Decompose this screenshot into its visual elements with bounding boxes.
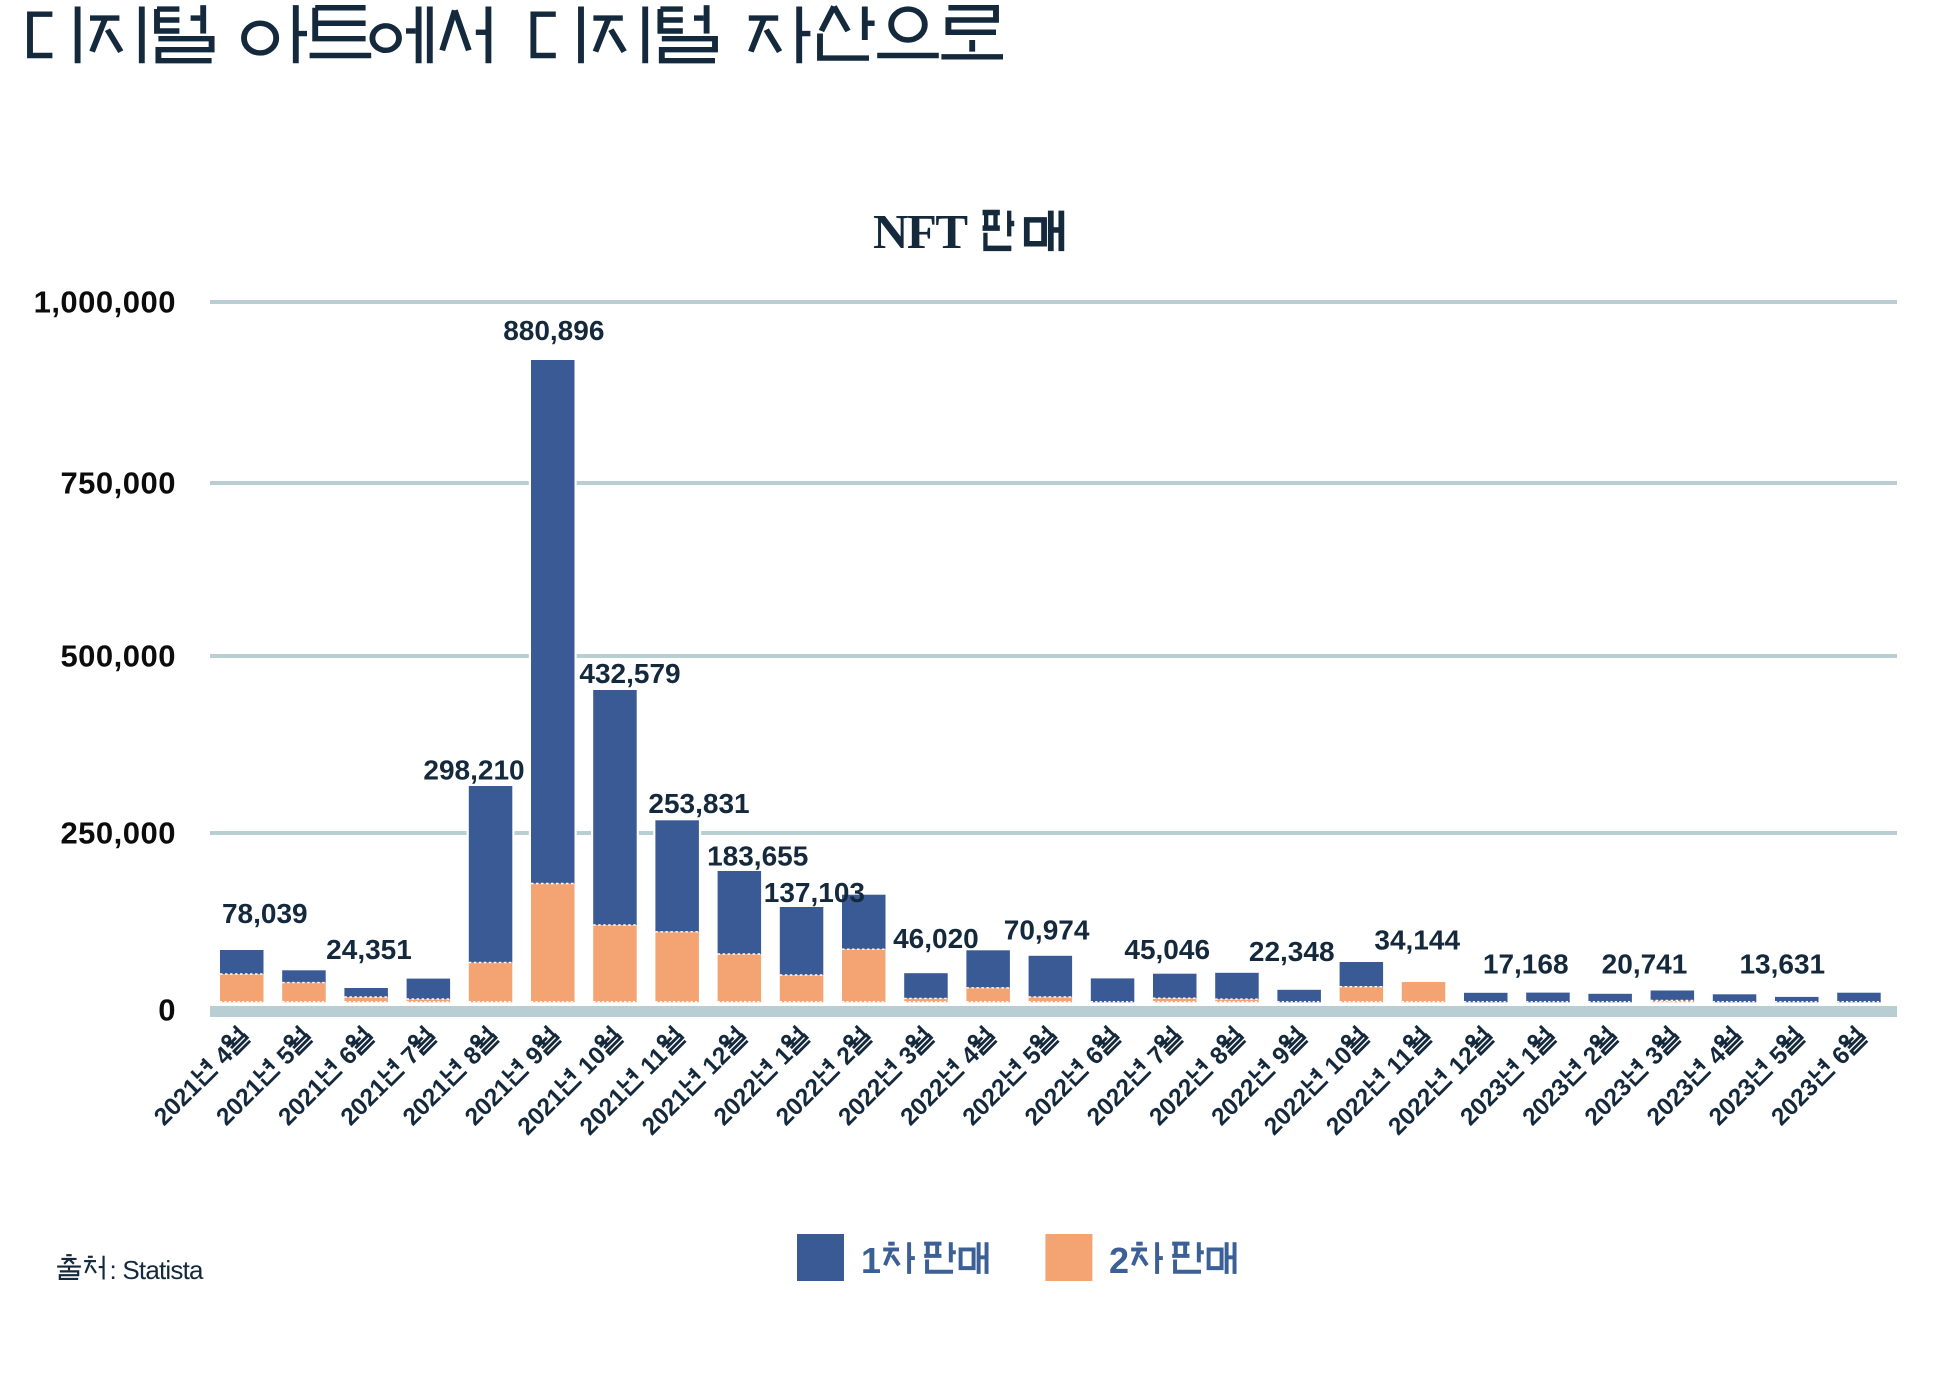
svg-text:0: 0 <box>158 993 176 1028</box>
svg-text:NFT: NFT <box>873 204 967 259</box>
svg-text:17,168: 17,168 <box>1483 949 1569 980</box>
svg-text:1,000,000: 1,000,000 <box>34 285 176 320</box>
svg-text:880,896: 880,896 <box>503 315 604 346</box>
svg-text:: Statista: : Statista <box>110 1255 204 1285</box>
svg-text:70,974: 70,974 <box>1004 915 1090 946</box>
svg-text:1: 1 <box>861 1240 881 1281</box>
svg-text:2: 2 <box>1109 1240 1129 1281</box>
svg-text:750,000: 750,000 <box>60 466 176 501</box>
svg-text:20,741: 20,741 <box>1602 949 1688 980</box>
svg-text:298,210: 298,210 <box>423 754 524 785</box>
svg-text:13,631: 13,631 <box>1739 949 1825 980</box>
svg-text:137,103: 137,103 <box>764 877 865 908</box>
svg-text:500,000: 500,000 <box>60 639 176 674</box>
svg-text:46,020: 46,020 <box>893 923 979 954</box>
svg-text:250,000: 250,000 <box>60 816 176 851</box>
svg-text:183,655: 183,655 <box>707 841 808 872</box>
svg-text:34,144: 34,144 <box>1374 925 1460 956</box>
svg-text:78,039: 78,039 <box>222 898 308 929</box>
svg-text:22,348: 22,348 <box>1249 936 1335 967</box>
svg-text:253,831: 253,831 <box>648 788 749 819</box>
svg-text:432,579: 432,579 <box>579 658 680 689</box>
svg-text:45,046: 45,046 <box>1124 934 1210 965</box>
svg-text:24,351: 24,351 <box>326 934 412 965</box>
